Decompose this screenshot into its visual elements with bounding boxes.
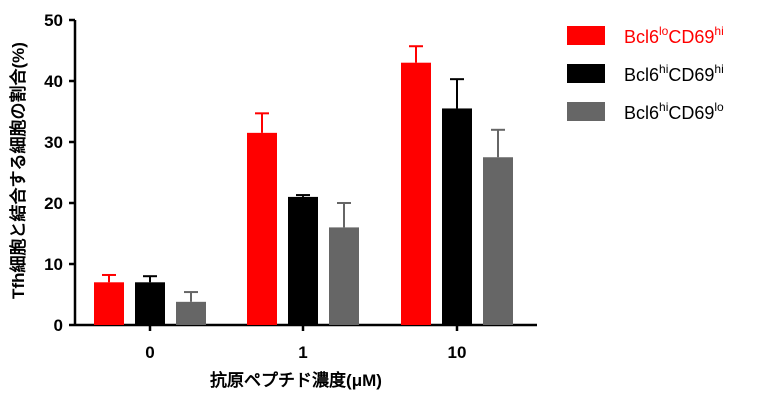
bar: [176, 301, 206, 325]
y-tick-label: 0: [54, 316, 63, 335]
y-tick-label: 30: [44, 133, 63, 152]
y-tick-label: 40: [44, 72, 63, 91]
labels-layer: 抗原ペプチド濃度(μM) Tfh細胞と結合する細胞の割合(%) 01020304…: [8, 11, 466, 390]
legend-swatch: [567, 102, 605, 121]
bar: [288, 196, 318, 325]
legend-label: Bcl6loCD69hi: [624, 24, 724, 47]
x-tick-label: 1: [298, 343, 307, 362]
y-axis-title: Tfh細胞と結合する細胞の割合(%): [8, 42, 28, 299]
bars-layer: [94, 45, 513, 325]
bar: [94, 282, 124, 325]
legend: Bcl6loCD69hi Bcl6hiCD69hi Bcl6hiCD69lo: [567, 24, 724, 123]
y-tick-label: 20: [44, 194, 63, 213]
bar: [247, 132, 277, 325]
legend-swatch: [567, 26, 605, 45]
x-axis-title: 抗原ペプチド濃度(μM): [210, 370, 382, 390]
legend-swatch: [567, 64, 605, 83]
legend-label: Bcl6hiCD69lo: [624, 100, 724, 123]
bar: [442, 108, 472, 325]
bar: [135, 282, 165, 325]
x-tick-label: 0: [145, 343, 154, 362]
bar: [483, 157, 513, 325]
legend-label: Bcl6hiCD69hi: [624, 62, 724, 85]
x-tick-label: 10: [448, 343, 467, 362]
y-tick-label: 50: [44, 11, 63, 30]
bar: [401, 62, 431, 325]
bar: [329, 227, 359, 325]
y-tick-label: 10: [44, 255, 63, 274]
